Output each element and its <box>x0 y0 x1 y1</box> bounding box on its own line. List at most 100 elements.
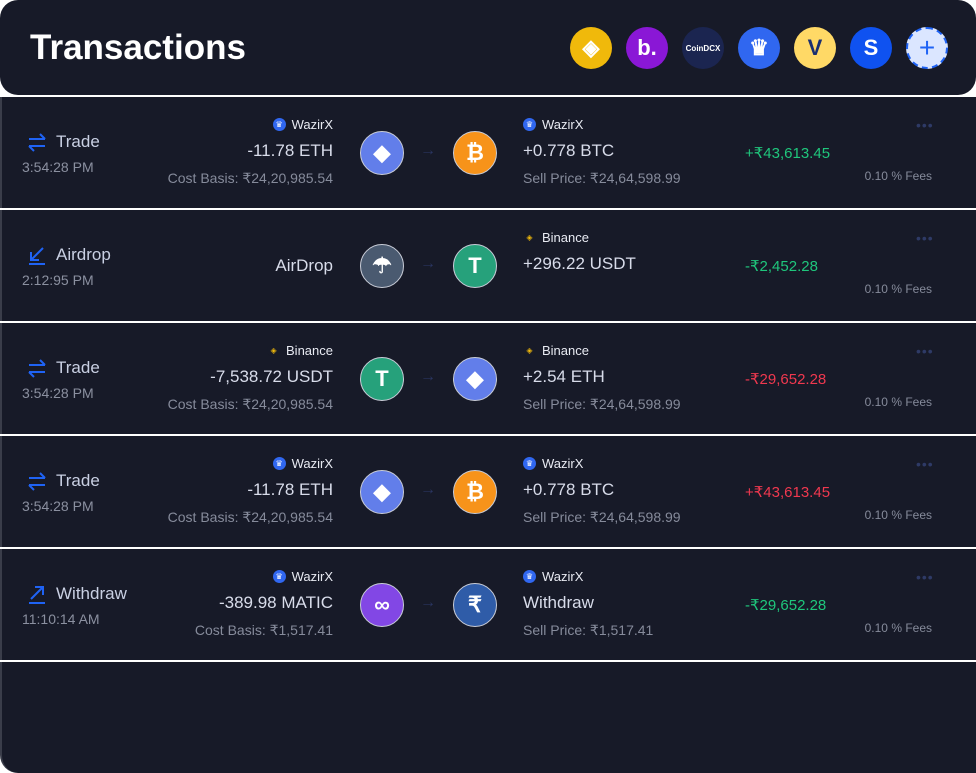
page-title: Transactions <box>30 28 246 67</box>
binance-icon: ◈ <box>523 344 536 357</box>
plus-icon[interactable]: + <box>906 27 948 69</box>
fees: 0.10 % Fees <box>864 282 932 296</box>
airdrop-icon: ☂ <box>360 244 404 288</box>
vauld-icon[interactable]: V <box>794 27 836 69</box>
transaction-type: Trade <box>26 470 100 492</box>
destination-amount: +0.778 BTC <box>523 480 615 499</box>
source-amount: -11.78 ETH <box>247 480 333 499</box>
cost-basis: Cost Basis: ₹24,20,985.54 <box>167 509 333 525</box>
exchange-label: ♛ WazirX <box>523 117 583 132</box>
arrow-down-left-icon <box>29 247 45 265</box>
exchange-label: ♛ WazirX <box>272 456 333 471</box>
cost-basis: Cost Basis: ₹24,20,985.54 <box>167 396 333 412</box>
arrow-up-right-icon <box>29 586 45 604</box>
exchange-name: Binance <box>542 343 589 358</box>
exchange-label: ◈ Binance <box>523 230 589 245</box>
transaction-row[interactable]: Airdrop 2:12:95 PM AirDrop ☂ → T ◈ Binanc… <box>0 210 976 321</box>
wazirx-icon: ♛ <box>272 457 286 470</box>
exchange-name: WazirX <box>291 117 333 132</box>
arrow-right-icon: → <box>420 142 436 159</box>
swap-arrows-icon <box>28 133 46 152</box>
transaction-type: Withdraw <box>26 583 127 605</box>
profit-loss: -₹2,452.28 <box>745 258 818 275</box>
destination-amount: +0.778 BTC <box>523 141 615 160</box>
binance-icon[interactable]: ◈ <box>570 27 612 69</box>
source-amount: AirDrop <box>275 256 333 275</box>
transaction-row <box>0 662 976 773</box>
sell-price: Sell Price: ₹1,517.41 <box>523 622 654 638</box>
transaction-row[interactable]: Trade 3:54:28 PM ♛ WazirX -11.78 ETH Cost B… <box>0 97 976 208</box>
btc-icon: ₿ <box>453 470 497 514</box>
more-options-icon[interactable]: ••• <box>916 569 934 585</box>
more-options-icon[interactable]: ••• <box>916 343 934 359</box>
fees: 0.10 % Fees <box>864 395 932 409</box>
exchange-name: WazirX <box>542 569 584 584</box>
wazirx-icon: ♛ <box>523 457 536 470</box>
binance-icon: ◈ <box>267 344 281 357</box>
transaction-time: 3:54:28 PM <box>22 385 94 401</box>
exchange-label: ◈ Binance <box>523 343 589 358</box>
source-amount: -389.98 MATIC <box>218 593 333 612</box>
sell-price: Sell Price: ₹24,64,598.99 <box>523 509 681 525</box>
exchange-name: WazirX <box>542 456 584 471</box>
eth-icon: ◆ <box>360 131 404 175</box>
arrow-right-icon: → <box>420 481 436 498</box>
fees: 0.10 % Fees <box>864 169 932 183</box>
wazirx-icon: ♛ <box>523 570 536 583</box>
wazirx-icon[interactable]: ♛ <box>738 27 780 69</box>
type-label: Withdraw <box>56 584 127 603</box>
transaction-row[interactable]: Trade 3:54:28 PM ♛ WazirX -11.78 ETH Cost B… <box>0 436 976 547</box>
source-amount: -7,538.72 USDT <box>210 367 333 386</box>
exchange-label: ♛ WazirX <box>272 569 333 584</box>
wazirx-icon: ♛ <box>272 570 286 583</box>
profit-loss: -₹29,652.28 <box>745 597 827 614</box>
exchange-name: WazirX <box>291 569 333 584</box>
s-exchange-icon[interactable]: S <box>850 27 892 69</box>
exchange-label: ♛ WazirX <box>523 569 583 584</box>
usdt-icon: T <box>360 357 404 401</box>
profit-loss: +₹43,613.45 <box>745 484 831 501</box>
sell-price: Sell Price: ₹24,64,598.99 <box>523 170 681 186</box>
more-options-icon[interactable]: ••• <box>916 456 934 472</box>
btc-icon: ₿ <box>453 131 497 175</box>
matic-icon: ∞ <box>360 583 404 627</box>
arrow-right-icon: → <box>420 594 436 611</box>
transaction-time: 11:10:14 AM <box>22 611 100 627</box>
destination-amount: +296.22 USDT <box>523 254 636 273</box>
transaction-type: Trade <box>26 131 100 153</box>
transaction-row[interactable]: Trade 3:54:28 PM ◈ Binance -7,538.72 USDT C… <box>0 323 976 434</box>
eth-icon: ◆ <box>360 470 404 514</box>
exchange-label: ♛ WazirX <box>272 117 333 132</box>
more-options-icon[interactable]: ••• <box>916 117 934 133</box>
cost-basis: Cost Basis: ₹1,517.41 <box>194 622 333 638</box>
sell-price: Sell Price: ₹24,64,598.99 <box>523 396 681 412</box>
inr-icon: ₹ <box>453 583 497 627</box>
transaction-type: Trade <box>26 357 100 379</box>
eth-icon: ◆ <box>453 357 497 401</box>
exchange-label: ♛ WazirX <box>523 456 583 471</box>
type-label: Trade <box>56 471 100 490</box>
exchange-name: WazirX <box>542 117 584 132</box>
coindcx-icon[interactable]: CoinDCX <box>682 27 724 69</box>
exchange-label: ◈ Binance <box>267 343 333 358</box>
type-label: Airdrop <box>56 245 111 264</box>
wazirx-icon: ♛ <box>523 118 536 131</box>
transaction-time: 3:54:28 PM <box>22 159 94 175</box>
transaction-row[interactable]: Withdraw 11:10:14 AM ♛ WazirX -389.98 MATI… <box>0 549 976 660</box>
exchange-name: Binance <box>286 343 333 358</box>
cost-basis: Cost Basis: ₹24,20,985.54 <box>167 170 333 186</box>
more-options-icon[interactable]: ••• <box>916 230 934 246</box>
arrow-right-icon: → <box>420 255 436 272</box>
profit-loss: +₹43,613.45 <box>745 145 831 162</box>
arrow-right-icon: → <box>420 368 436 385</box>
swap-arrows-icon <box>28 472 46 491</box>
type-label: Trade <box>56 132 100 151</box>
usdt-icon: T <box>453 244 497 288</box>
fees: 0.10 % Fees <box>864 508 932 522</box>
exchange-name: Binance <box>542 230 589 245</box>
type-label: Trade <box>56 358 100 377</box>
profit-loss: -₹29,652.28 <box>745 371 827 388</box>
bitbns-icon[interactable]: b. <box>626 27 668 69</box>
swap-arrows-icon <box>28 359 46 378</box>
fees: 0.10 % Fees <box>864 621 932 635</box>
